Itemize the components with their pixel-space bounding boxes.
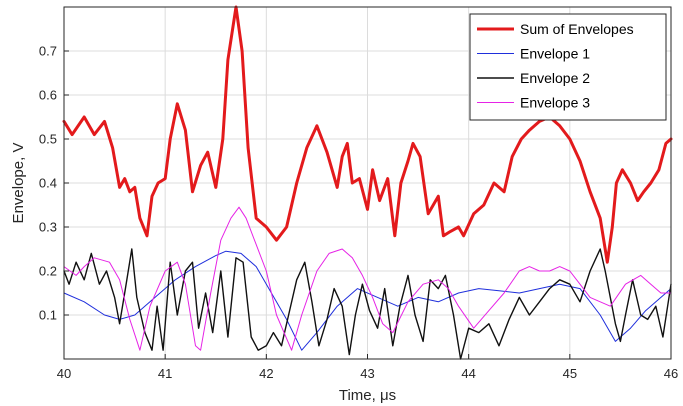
x-tick-label: 43 — [360, 366, 374, 381]
x-tick-label: 46 — [664, 366, 678, 381]
series-layer — [62, 5, 673, 360]
y-axis-label: Envelope, V — [10, 143, 27, 224]
tick-labels: 40 41 42 43 44 45 46 0.1 0.2 0.3 0.4 0.5 0.6 0.7 — [39, 44, 678, 382]
y-tick-label: 0.5 — [39, 132, 57, 147]
y-tick-label: 0.7 — [39, 44, 57, 59]
legend-label-4: Envelope 3 — [520, 95, 590, 111]
x-tick-label: 42 — [259, 366, 273, 381]
x-tick-label: 41 — [158, 366, 172, 381]
series-line-3 — [63, 248, 672, 360]
series-line-4 — [63, 206, 672, 351]
legend: Sum of Envelopes Envelope 1 Envelope 2 Enve… — [469, 13, 667, 121]
y-tick-label: 0.6 — [39, 88, 57, 103]
y-tick-label: 0.3 — [39, 220, 57, 235]
legend-label-3: Envelope 2 — [520, 70, 590, 86]
y-tick-label: 0.1 — [39, 308, 57, 323]
legend-label-1: Sum of Envelopes — [520, 21, 634, 37]
y-tick-label: 0.4 — [39, 176, 57, 191]
x-tick-label: 45 — [563, 366, 577, 381]
x-axis-label: Time, μs — [339, 387, 396, 404]
y-tick-label: 0.2 — [39, 264, 57, 279]
legend-label-2: Envelope 1 — [520, 46, 590, 62]
x-tick-label: 44 — [461, 366, 475, 381]
series-line-1 — [62, 5, 673, 264]
x-tick-label: 40 — [57, 366, 71, 381]
